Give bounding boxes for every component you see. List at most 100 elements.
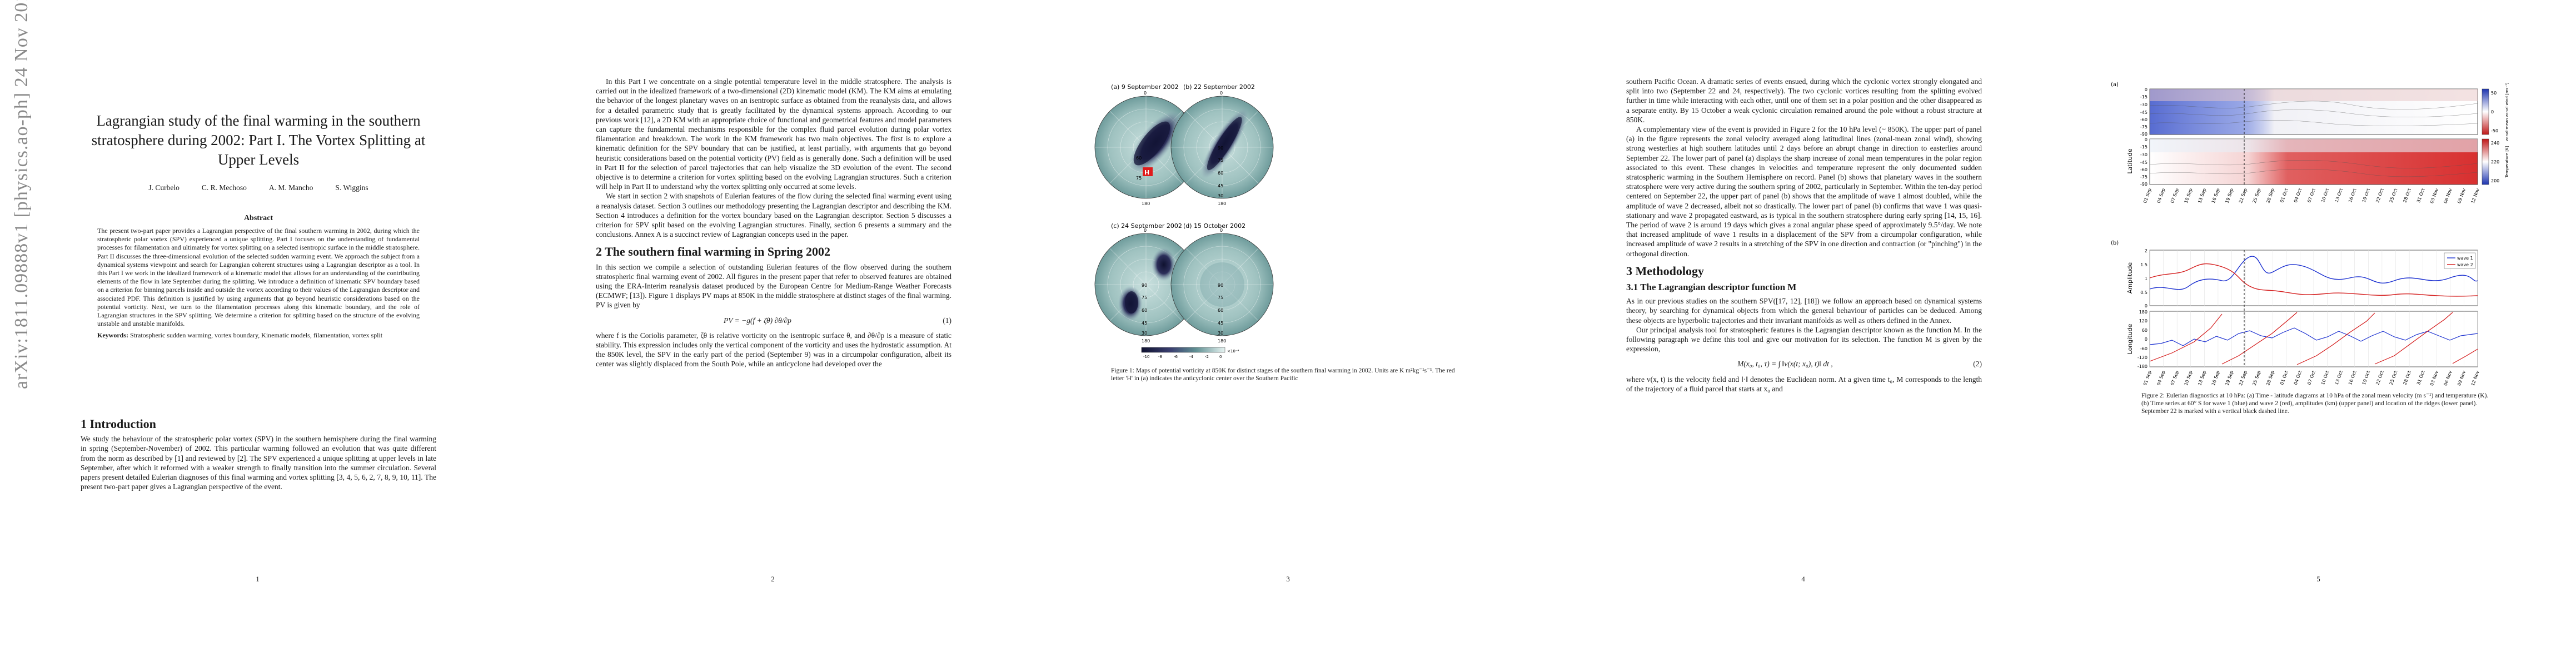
paragraph: In this section we compile a selection o… xyxy=(596,262,951,310)
amplitude-series: wave 1 wave 2 xyxy=(2149,250,2478,306)
date-tick-label: 22 Oct xyxy=(2375,370,2385,386)
equation-number: (2) xyxy=(1973,360,1982,369)
lat-label: 90 xyxy=(1142,283,1147,288)
date-tick-label: 04 Sep xyxy=(2156,370,2166,386)
paragraph: In this Part I we concentrate on a singl… xyxy=(596,77,951,191)
tick-label: 120 xyxy=(2139,318,2148,323)
date-tick-label: 10 Oct xyxy=(2320,188,2330,203)
page-4: southern Pacific Ocean. A dramatic serie… xyxy=(1546,0,2061,667)
date-tick-label: 03 Nov xyxy=(2429,370,2439,386)
keywords: Stratospheric sudden warming, vortex bou… xyxy=(130,331,383,340)
lat-label: 90 xyxy=(1218,283,1223,288)
tick-label: 0 xyxy=(2491,109,2494,115)
date-tick-label: 19 Oct xyxy=(2361,188,2371,203)
lat-label: 30 xyxy=(1218,193,1223,198)
page-number: 4 xyxy=(1801,575,1805,583)
figure-1: (a) 9 September 2002 (b) 22 September 20… xyxy=(1094,83,1274,359)
page-3: (a) 9 September 2002 (b) 22 September 20… xyxy=(1030,0,1546,667)
tick-label: 240 xyxy=(2491,141,2499,146)
tick-label: -45 xyxy=(2140,110,2148,115)
colorbar-unit: ×10⁻⁴ xyxy=(1227,349,1239,354)
date-tick-label: 16 Oct xyxy=(2348,370,2358,386)
date-tick-label: 09 Nov xyxy=(2457,187,2467,204)
date-tick-label: 19 Oct xyxy=(2361,370,2371,386)
lat-label: 60 xyxy=(1136,156,1142,161)
wave2-ridge-line xyxy=(2149,312,2478,365)
page-number: 3 xyxy=(1286,575,1290,583)
lon-label: 180 xyxy=(1142,201,1150,206)
tick-label: 2 xyxy=(2145,248,2148,253)
date-tick-label: 16 Sep xyxy=(2211,370,2221,386)
date-tick-label: 13 Oct xyxy=(2334,188,2344,203)
equation: PV = −g(f + ζθ) ∂θ/∂p xyxy=(724,316,791,325)
date-tick-label: 01 Oct xyxy=(2279,370,2289,386)
lat-ticks-upper: 0 -15 -30 -45 -60 -75 -90 xyxy=(2140,87,2148,137)
date-tick-label: 07 Sep xyxy=(2170,188,2180,204)
tick-label: -75 xyxy=(2140,125,2148,130)
tick-label: -30 xyxy=(2140,102,2148,107)
date-tick-label: 12 Nov xyxy=(2470,370,2480,386)
colorbar-tick: -10 xyxy=(1143,355,1149,359)
date-tick-label: 13 Sep xyxy=(2197,188,2207,204)
tick-label: -30 xyxy=(2140,152,2148,157)
page-4-body: southern Pacific Ocean. A dramatic serie… xyxy=(1626,77,1982,394)
figure-2: (a) (b) Latitude 0 -15 -30 xyxy=(2111,82,2509,386)
date-ticks-a: 01 Sep 04 Sep 07 Sep 10 Sep 13 Sep 16 Sep 19 S… xyxy=(2142,187,2480,204)
wind-time-latitude xyxy=(2149,88,2478,135)
date-tick-label: 25 Sep xyxy=(2252,370,2262,386)
lat-label: 75 xyxy=(1136,176,1142,181)
page-number: 2 xyxy=(771,575,775,583)
page-2-body: In this Part I we concentrate on a singl… xyxy=(596,77,951,369)
date-tick-label: 25 Oct xyxy=(2389,188,2399,203)
date-tick-label: 31 Oct xyxy=(2416,370,2426,386)
colorbar xyxy=(1141,347,1225,353)
tick-label: -15 xyxy=(2140,94,2148,99)
date-tick-label: 06 Nov xyxy=(2443,187,2453,204)
anticyclone-highlight xyxy=(1143,167,1153,176)
equation-number: (1) xyxy=(943,316,951,325)
colorbar-wind-ticks: 50 0 -50 xyxy=(2491,91,2498,133)
lat-ticks-lower: 0 -15 -30 -45 -60 -75 -90 xyxy=(2140,137,2148,187)
tick-label: -60 xyxy=(2140,346,2148,351)
axis-label: Longitude xyxy=(2126,323,2134,354)
date-tick-label: 10 Sep xyxy=(2184,370,2194,386)
paragraph: where v(x, t) is the velocity field and … xyxy=(1626,375,1982,393)
author: J. Curbelo xyxy=(148,183,180,192)
date-tick-label: 13 Sep xyxy=(2197,370,2207,386)
lat-label: 45 xyxy=(1142,321,1147,326)
legend-entry: wave 1 xyxy=(2457,256,2473,261)
tick-label: -180 xyxy=(2137,364,2148,369)
date-tick-label: 07 Oct xyxy=(2306,370,2316,386)
panel-label: (b) xyxy=(2111,240,2119,246)
date-tick-label: 04 Oct xyxy=(2293,188,2303,203)
author: A. M. Mancho xyxy=(268,183,313,192)
panel-label: (a) 9 September 2002 xyxy=(1111,83,1179,91)
abstract: The present two-part paper provides a La… xyxy=(97,227,420,340)
panel-label: (b) 22 September 2002 xyxy=(1183,83,1255,91)
panel-label: (d) 15 October 2002 xyxy=(1183,222,1245,230)
tick-label: -90 xyxy=(2140,132,2148,137)
tick-label: 0 xyxy=(2145,87,2148,92)
colorbar-wind xyxy=(2482,88,2489,135)
tick-label: -60 xyxy=(2140,117,2148,122)
date-tick-label: 19 Sep xyxy=(2224,188,2234,204)
page-number: 5 xyxy=(2316,575,2320,583)
paragraph: where f is the Coriolis parameter, ζθ is… xyxy=(596,331,951,369)
tick-label: 0 xyxy=(2145,137,2148,142)
polar-map-d: 90 75 60 45 30 0 180 xyxy=(1170,228,1274,344)
paragraph: We study the behaviour of the stratosphe… xyxy=(81,435,436,491)
tick-label: -50 xyxy=(2491,128,2498,133)
polar-map-b: 90 75 60 45 30 0 180 xyxy=(1170,91,1274,206)
lon-label: 180 xyxy=(1218,201,1226,206)
colorbar-temperature xyxy=(2482,138,2489,185)
amp-ticks: 2 1.5 1 0.5 0 xyxy=(2140,248,2148,308)
wave2-amplitude-line xyxy=(2149,263,2478,297)
lon-label: 0 xyxy=(1144,91,1147,96)
tick-label: -15 xyxy=(2140,145,2148,150)
equation-1: PV = −g(f + ζθ) ∂θ/∂p (1) xyxy=(596,316,951,325)
keywords-label: Keywords: xyxy=(97,331,128,340)
panel-label: (a) xyxy=(2111,82,2119,88)
equation-2: M(x₀, t₀, τ) = ∫ ‖v(x(t; x₀), t)‖ dt , (… xyxy=(1626,359,1982,369)
ridge-longitude-series xyxy=(2149,311,2478,367)
tick-label: 0 xyxy=(2145,303,2148,308)
